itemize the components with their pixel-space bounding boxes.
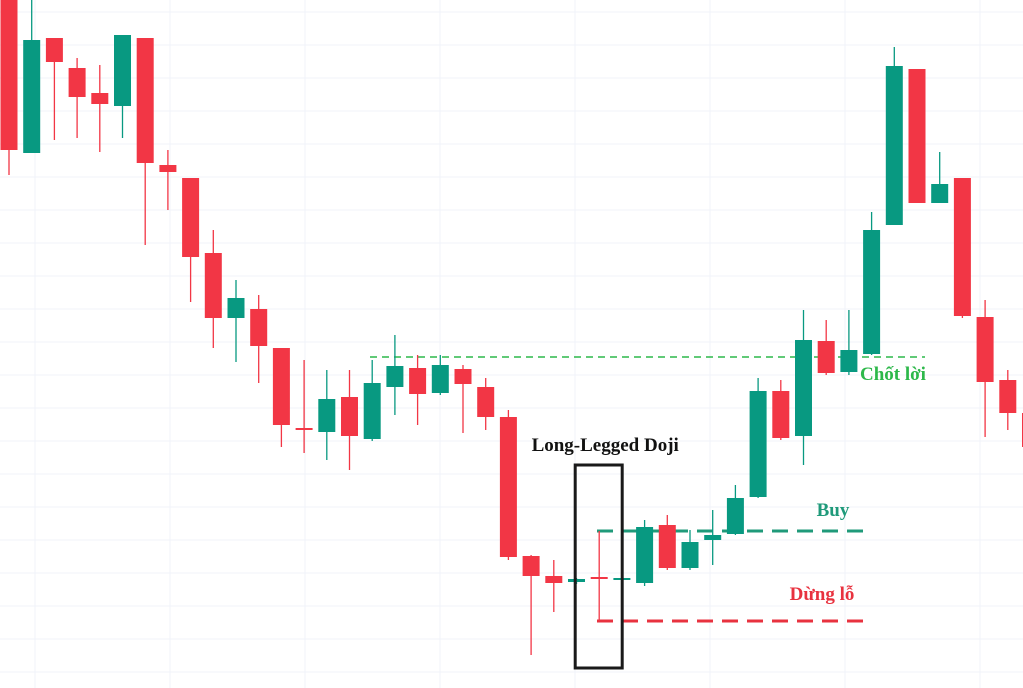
candle-body (182, 178, 200, 257)
candle-body (45, 38, 63, 62)
candle-body (795, 340, 812, 436)
doji-box (573, 463, 624, 670)
candle-body (68, 68, 86, 97)
candles (0, 0, 1023, 655)
candle-body (681, 542, 699, 568)
candle-body (318, 399, 336, 432)
candle-body (885, 66, 903, 225)
candle-body (545, 576, 563, 583)
candle-body (409, 368, 427, 394)
candle-body (295, 428, 313, 430)
candle-body (250, 309, 268, 346)
candle-body (931, 184, 949, 203)
candle-body (999, 380, 1017, 413)
candle-body (840, 350, 858, 372)
candle-body (772, 391, 790, 438)
candle-body (454, 369, 472, 384)
candle-body (227, 298, 245, 318)
level-label: Buy (817, 500, 850, 521)
candle-body (136, 38, 154, 163)
annotations: Long-Legged Doji (532, 435, 679, 670)
candle-body (863, 230, 881, 354)
candle-body (726, 498, 744, 534)
candle-body (658, 525, 676, 568)
candle-body (159, 165, 177, 172)
candle-body (908, 69, 926, 203)
candle-body (114, 35, 131, 106)
candle-body (817, 341, 835, 373)
candle-body (953, 178, 971, 316)
candle-body (704, 535, 722, 540)
level-label: Dừng lỗ (790, 584, 855, 605)
candle-body (749, 391, 767, 497)
candle-body (590, 577, 608, 579)
candle-body (431, 365, 449, 393)
level-label: Chốt lời (860, 364, 926, 385)
candle-body (976, 317, 994, 382)
candle-body (91, 93, 109, 104)
candle-body (23, 40, 41, 153)
annotation-text: Long-Legged Doji (532, 435, 679, 456)
candle-body (272, 348, 290, 425)
candle-body (636, 527, 654, 583)
candle-body (341, 397, 358, 436)
candle-body (477, 387, 495, 417)
candle-body (0, 0, 18, 150)
candle-body (204, 253, 222, 318)
candle-body (386, 366, 404, 387)
candle-body (363, 383, 381, 439)
candle-body (499, 417, 517, 557)
candle-body (522, 556, 540, 576)
